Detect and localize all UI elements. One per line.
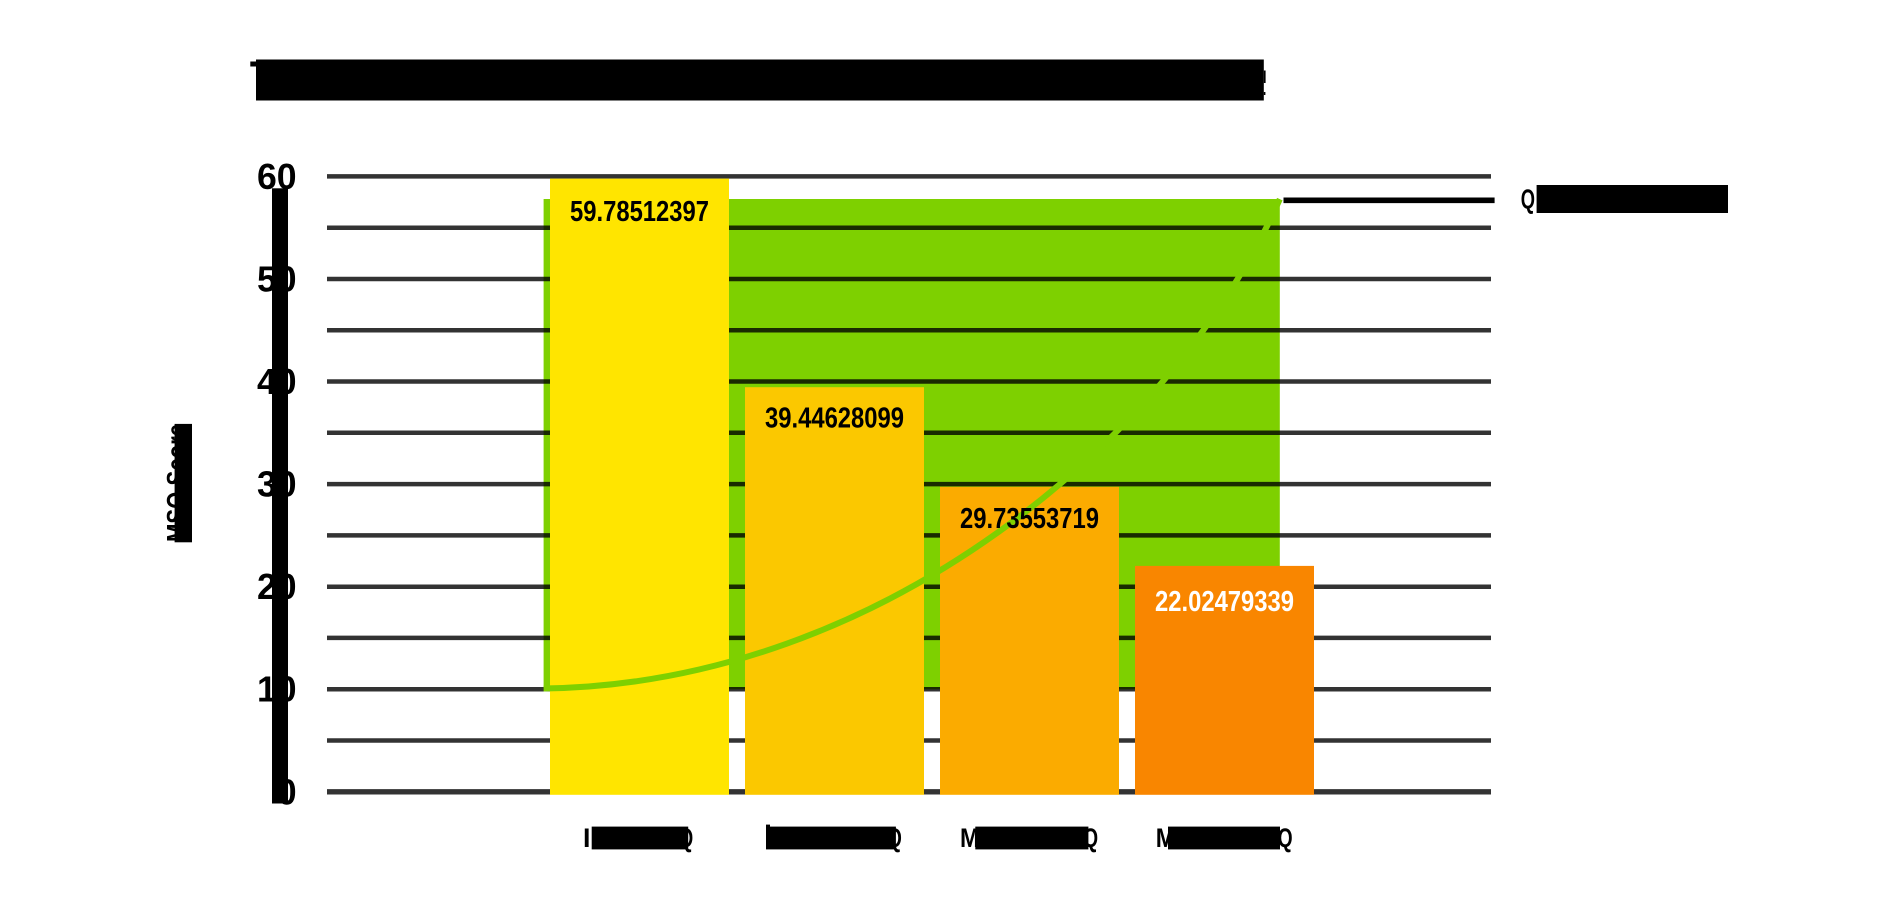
svg-text:0: 0 [277,771,297,812]
svg-text:39.44628099: 39.44628099 [765,403,904,435]
svg-text:59.78512397: 59.78512397 [570,196,709,228]
svg-text:22.02479339: 22.02479339 [1155,586,1294,618]
svg-text:10: 10 [257,669,297,710]
svg-text:40: 40 [257,361,297,402]
svg-text:30: 30 [257,464,297,505]
svg-text:20: 20 [257,566,297,607]
svg-text:60: 60 [257,156,297,197]
svg-text:29.73553719: 29.73553719 [960,503,1099,535]
svg-text:Q: Q [1278,823,1293,853]
svg-text:Q: Q [1521,184,1535,215]
svg-text:M: M [960,823,980,853]
svg-text:50: 50 [257,258,297,299]
svg-text:I: I [583,823,590,853]
